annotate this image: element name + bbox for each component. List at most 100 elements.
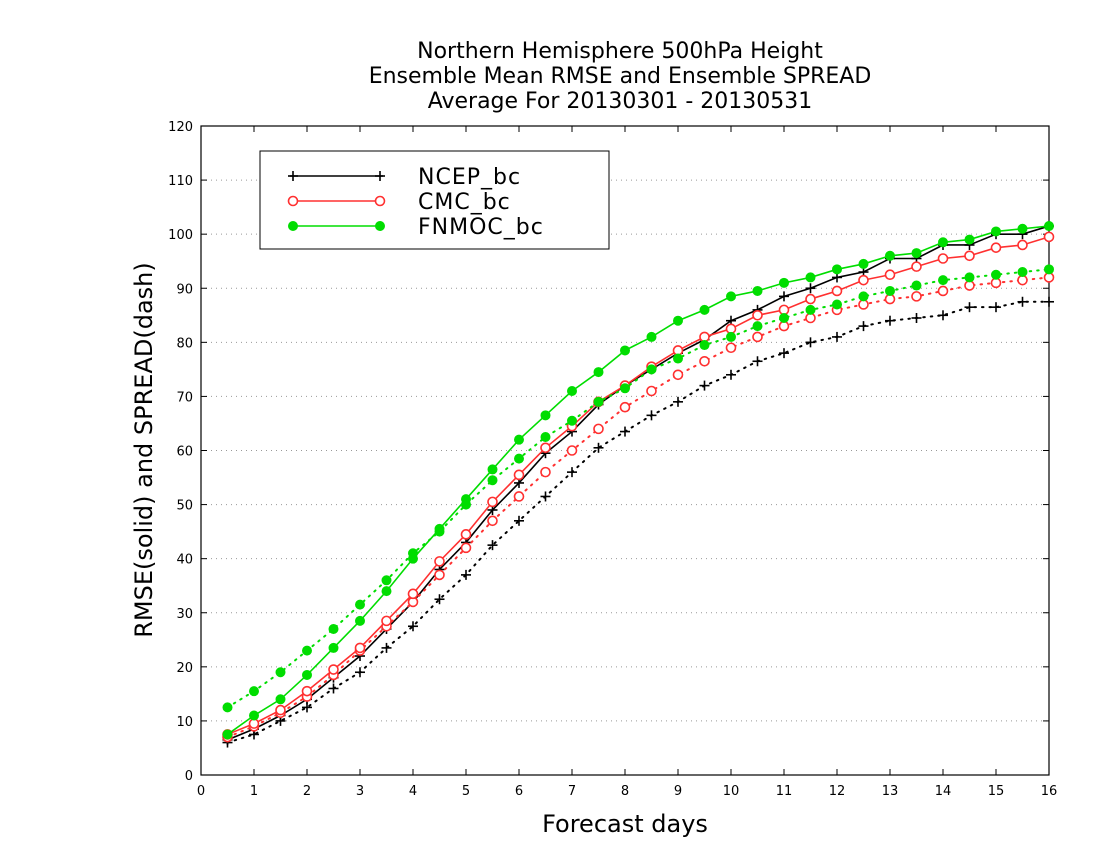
data-point-fnmoc-bc-rmse: [832, 264, 842, 275]
data-point-ncep-bc-rmse: [779, 291, 789, 302]
data-point-fnmoc-bc-spread: [858, 291, 869, 302]
legend-marker: [288, 221, 298, 231]
data-point-fnmoc-bc-spread: [355, 599, 365, 610]
data-point-cmc-bc-rmse: [831, 285, 843, 297]
data-point-fnmoc-bc-rmse: [567, 386, 577, 397]
x-tick-label: 8: [621, 784, 629, 799]
data-point-fnmoc-bc-rmse: [249, 710, 259, 721]
data-point-ncep-bc-spread: [355, 667, 365, 678]
x-tick-label: 1: [250, 784, 258, 799]
data-point-cmc-bc-spread: [699, 355, 710, 367]
data-point-fnmoc-bc-spread: [487, 475, 498, 486]
series-line-ncep-bc-spread: [226, 300, 1050, 744]
data-point-fnmoc-bc-rmse: [1044, 221, 1054, 232]
data-point-fnmoc-bc-spread: [1017, 267, 1028, 278]
x-tick-label: 6: [515, 784, 523, 799]
data-point-cmc-bc-rmse: [911, 261, 922, 272]
data-point-ncep-bc-spread: [885, 315, 895, 326]
data-point-fnmoc-bc-rmse: [938, 237, 948, 248]
x-tick-label: 5: [462, 784, 470, 799]
data-point-cmc-bc-rmse: [301, 685, 313, 697]
data-point-cmc-bc-rmse: [990, 242, 1002, 253]
series-line-cmc-bc-spread: [226, 276, 1050, 739]
data-point-cmc-bc-spread: [434, 569, 445, 581]
y-tick-label: 40: [176, 553, 193, 568]
data-point-cmc-bc-rmse: [1043, 231, 1055, 243]
data-point-fnmoc-bc-spread: [275, 667, 286, 678]
data-point-fnmoc-bc-rmse: [779, 277, 789, 288]
data-point-fnmoc-bc-rmse: [275, 694, 286, 705]
data-point-ncep-bc-spread: [938, 310, 948, 321]
x-tick-label: 2: [303, 784, 311, 799]
data-point-fnmoc-bc-spread: [593, 396, 604, 407]
y-tick-label: 10: [176, 715, 193, 730]
data-point-fnmoc-bc-rmse: [964, 234, 975, 245]
data-point-cmc-bc-spread: [672, 369, 684, 381]
series-fnmoc-bc-rmse: [222, 221, 1054, 740]
data-point-cmc-bc-spread: [619, 401, 631, 413]
legend-label: NCEP_bc: [418, 165, 521, 190]
data-point-cmc-bc-spread: [646, 385, 657, 397]
data-point-fnmoc-bc-spread: [514, 453, 524, 464]
data-point-fnmoc-bc-rmse: [1017, 223, 1028, 234]
legend-label: CMC_bc: [418, 190, 511, 215]
y-tick-label: 110: [168, 174, 193, 189]
data-point-fnmoc-bc-spread: [752, 321, 763, 332]
data-point-cmc-bc-rmse: [487, 496, 498, 508]
legend-marker: [374, 195, 386, 207]
data-point-ncep-bc-spread: [752, 356, 763, 367]
data-point-fnmoc-bc-spread: [726, 331, 736, 342]
data-point-fnmoc-bc-spread: [832, 299, 842, 310]
data-point-fnmoc-bc-rmse: [434, 523, 445, 534]
data-point-cmc-bc-rmse: [434, 556, 445, 567]
x-tick-label: 7: [568, 784, 576, 799]
title-line-2: Ensemble Mean RMSE and Ensemble SPREAD: [369, 64, 872, 89]
legend-item-cmc-bc: CMC_bc: [287, 190, 511, 215]
title-line-1: Northern Hemisphere 500hPa Height: [417, 39, 823, 64]
data-point-ncep-bc-spread: [726, 369, 736, 380]
data-point-cmc-bc-rmse: [407, 588, 419, 600]
data-point-ncep-bc-spread: [461, 569, 471, 580]
data-point-ncep-bc-spread: [567, 467, 577, 478]
data-point-cmc-bc-spread: [752, 331, 763, 343]
series-ncep-bc-rmse: [222, 221, 1054, 745]
data-point-fnmoc-bc-spread: [885, 285, 895, 296]
data-point-fnmoc-bc-rmse: [514, 434, 524, 445]
y-tick-label: 0: [185, 769, 193, 784]
y-tick-label: 30: [176, 607, 193, 622]
data-point-fnmoc-bc-spread: [328, 623, 339, 634]
legend-marker: [375, 171, 385, 181]
y-tick-label: 120: [168, 120, 193, 135]
data-point-cmc-bc-rmse: [937, 253, 949, 264]
data-point-ncep-bc-spread: [673, 396, 683, 407]
data-point-ncep-bc-spread: [408, 621, 418, 632]
x-tick-label: 13: [882, 784, 899, 799]
data-point-fnmoc-bc-spread: [911, 280, 922, 291]
x-tick-label: 4: [409, 784, 417, 799]
data-point-cmc-bc-rmse: [805, 293, 816, 305]
x-axis-label: Forecast days: [542, 810, 708, 838]
y-tick-label: 20: [176, 661, 193, 676]
chart-title: Northern Hemisphere 500hPa Height Ensemb…: [369, 39, 872, 114]
y-tick-label: 80: [176, 336, 193, 351]
data-point-cmc-bc-rmse: [964, 250, 975, 262]
data-point-cmc-bc-spread: [937, 285, 949, 297]
data-point-fnmoc-bc-rmse: [673, 315, 683, 326]
data-point-cmc-bc-spread: [911, 291, 922, 302]
data-point-ncep-bc-spread: [991, 302, 1001, 313]
data-point-fnmoc-bc-rmse: [885, 250, 895, 261]
x-tick-label: 0: [197, 784, 205, 799]
data-point-cmc-bc-rmse: [275, 704, 286, 716]
data-point-ncep-bc-spread: [1044, 296, 1054, 307]
data-point-ncep-bc-spread: [540, 491, 551, 502]
data-point-cmc-bc-rmse: [884, 269, 896, 281]
data-point-fnmoc-bc-rmse: [752, 285, 763, 296]
data-point-fnmoc-bc-rmse: [222, 729, 233, 740]
data-point-fnmoc-bc-rmse: [381, 586, 392, 597]
data-point-fnmoc-bc-rmse: [302, 669, 312, 680]
y-tick-label: 90: [176, 282, 193, 297]
data-point-cmc-bc-rmse: [752, 309, 763, 321]
data-point-ncep-bc-spread: [487, 540, 498, 551]
data-point-ncep-bc-spread: [381, 642, 392, 653]
